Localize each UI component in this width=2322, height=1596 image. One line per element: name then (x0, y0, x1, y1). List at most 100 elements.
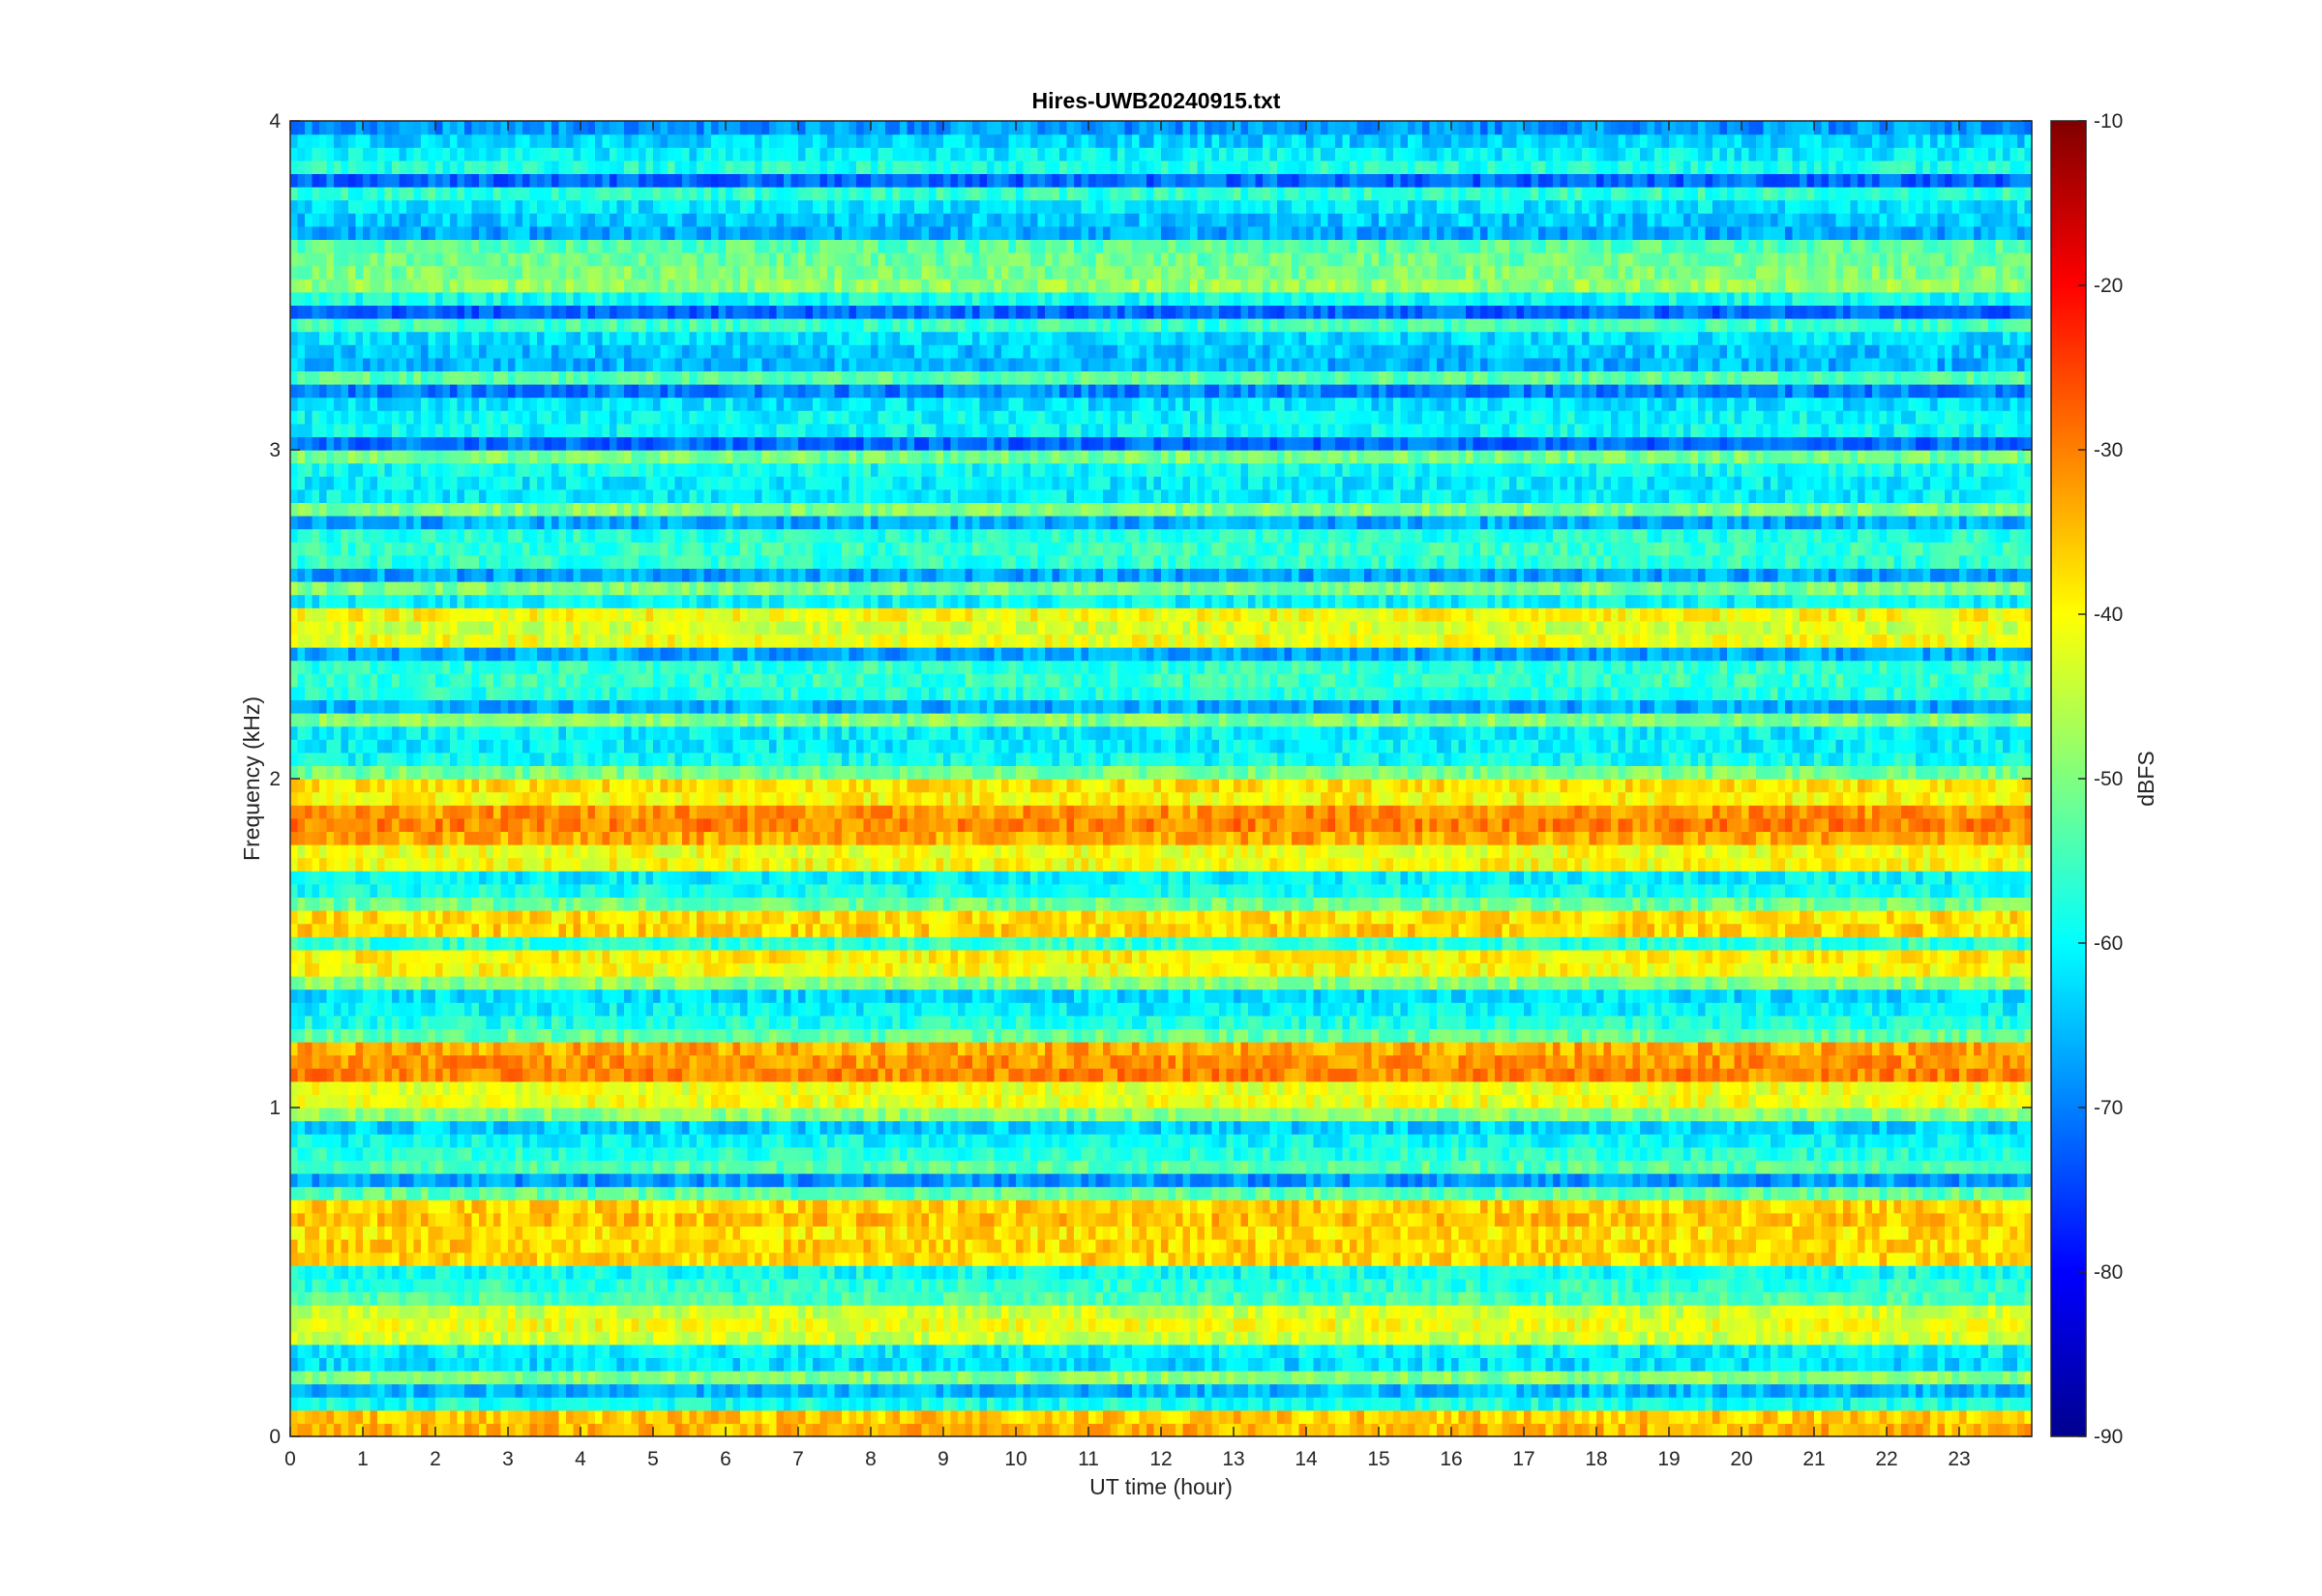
spectrogram-cell (1024, 1305, 1031, 1318)
spectrogram-cell (1683, 1173, 1691, 1187)
spectrogram-cell (2017, 1291, 2025, 1305)
spectrogram-cell (856, 1160, 864, 1173)
spectrogram-cell (995, 1253, 1002, 1266)
spectrogram-cell (1814, 1187, 1822, 1200)
spectrogram-cell (777, 1187, 785, 1200)
spectrogram-cell (1619, 1239, 1626, 1253)
spectrogram-cell (1880, 1265, 1888, 1279)
spectrogram-cell (342, 1318, 349, 1332)
spectrogram-cell (1865, 1239, 1873, 1253)
spectrogram-cell (414, 1397, 422, 1410)
spectrogram-cell (559, 1345, 567, 1358)
spectrogram-cell (1706, 1345, 1713, 1358)
spectrogram-cell (1764, 1253, 1771, 1266)
spectrogram-cell (893, 1291, 901, 1305)
spectrogram-cell (646, 1265, 654, 1279)
spectrogram-cell (1691, 1173, 1699, 1187)
spectrogram-cell (966, 1357, 973, 1371)
spectrogram-cell (864, 1160, 872, 1173)
spectrogram-cell (406, 1291, 414, 1305)
spectrogram-cell (1350, 1239, 1357, 1253)
spectrogram-cell (653, 1397, 661, 1410)
spectrogram-cell (995, 1279, 1002, 1292)
spectrogram-cell (1582, 1371, 1590, 1384)
spectrogram-cell (835, 1331, 843, 1345)
spectrogram-cell (1669, 1239, 1677, 1253)
spectrogram-cell (1553, 1357, 1561, 1371)
spectrogram-cell (1212, 1239, 1220, 1253)
spectrogram-cell (943, 1291, 951, 1305)
spectrogram-cell (501, 1331, 509, 1345)
spectrogram-cell (1648, 1253, 1655, 1266)
spectrogram-cell (697, 1331, 704, 1345)
spectrogram-cell (406, 1397, 414, 1410)
spectrogram-cell (1074, 1279, 1082, 1292)
spectrogram-cell (784, 1384, 791, 1398)
spectrogram-cell (1495, 1371, 1503, 1384)
spectrogram-cell (1654, 1423, 1662, 1436)
spectrogram-cell (1509, 1279, 1517, 1292)
spectrogram-cell (1401, 1173, 1409, 1187)
spectrogram-cell (1430, 1318, 1438, 1332)
spectrogram-cell (1227, 1226, 1235, 1239)
spectrogram-cell (1372, 1357, 1380, 1371)
spectrogram-cell (1074, 1226, 1082, 1239)
spectrogram-cell (943, 1173, 951, 1187)
spectrogram-cell (1111, 1239, 1118, 1253)
spectrogram-cell (1256, 1357, 1264, 1371)
spectrogram-cell (1198, 1226, 1206, 1239)
spectrogram-cell (530, 1279, 538, 1292)
spectrogram-cell (878, 1357, 886, 1371)
spectrogram-cell (1503, 1357, 1510, 1371)
spectrogram-cell (1001, 1423, 1009, 1436)
spectrogram-cell (421, 1199, 429, 1213)
spectrogram-cell (784, 1305, 791, 1318)
spectrogram-cell (414, 1187, 422, 1200)
spectrogram-cell (726, 1187, 733, 1200)
spectrogram-cell (356, 1397, 364, 1410)
spectrogram-cell (1851, 1199, 1859, 1213)
spectrogram-cell (1625, 1357, 1633, 1371)
spectrogram-cell (290, 1173, 298, 1187)
spectrogram-cell (1117, 1187, 1125, 1200)
spectrogram-cell (1306, 1305, 1314, 1318)
spectrogram-cell (1981, 1331, 1989, 1345)
spectrogram-cell (1836, 1384, 1844, 1398)
spectrogram-cell (1474, 1397, 1481, 1410)
spectrogram-cell (1865, 1423, 1873, 1436)
spectrogram-cell (914, 1357, 922, 1371)
spectrogram-cell (580, 1199, 588, 1213)
spectrogram-cell (2010, 1410, 2018, 1424)
spectrogram-cell (864, 1199, 872, 1213)
spectrogram-cell (856, 1410, 864, 1424)
spectrogram-cell (1727, 1173, 1735, 1187)
spectrogram-cell (1038, 1331, 1046, 1345)
spectrogram-cell (784, 1357, 791, 1371)
spectrogram-cell (1669, 1384, 1677, 1398)
spectrogram-cell (784, 1187, 791, 1200)
spectrogram-cell (1364, 1371, 1372, 1384)
spectrogram-cell (1466, 1371, 1474, 1384)
spectrogram-cell (937, 1345, 944, 1358)
spectrogram-cell (1974, 1397, 1981, 1410)
spectrogram-cell (1401, 1345, 1409, 1358)
spectrogram-cell (472, 1397, 480, 1410)
spectrogram-cell (458, 1253, 465, 1266)
spectrogram-cell (551, 1213, 559, 1227)
spectrogram-cell (1009, 1291, 1017, 1305)
spectrogram-cell (1024, 1253, 1031, 1266)
spectrogram-cell (1712, 1357, 1720, 1371)
spectrogram-cell (1096, 1331, 1104, 1345)
spectrogram-cell (1001, 1199, 1009, 1213)
spectrogram-cell (443, 1187, 451, 1200)
spectrogram-cell (1038, 1239, 1046, 1253)
spectrogram-cell (922, 1187, 930, 1200)
spectrogram-cell (1169, 1199, 1176, 1213)
spectrogram-cell (1727, 1239, 1735, 1253)
spectrogram-cell (580, 1397, 588, 1410)
spectrogram-cell (1459, 1410, 1467, 1424)
spectrogram-cell (1872, 1305, 1880, 1318)
spectrogram-cell (1532, 1239, 1539, 1253)
spectrogram-cell (1683, 1305, 1691, 1318)
spectrogram-cell (530, 1213, 538, 1227)
